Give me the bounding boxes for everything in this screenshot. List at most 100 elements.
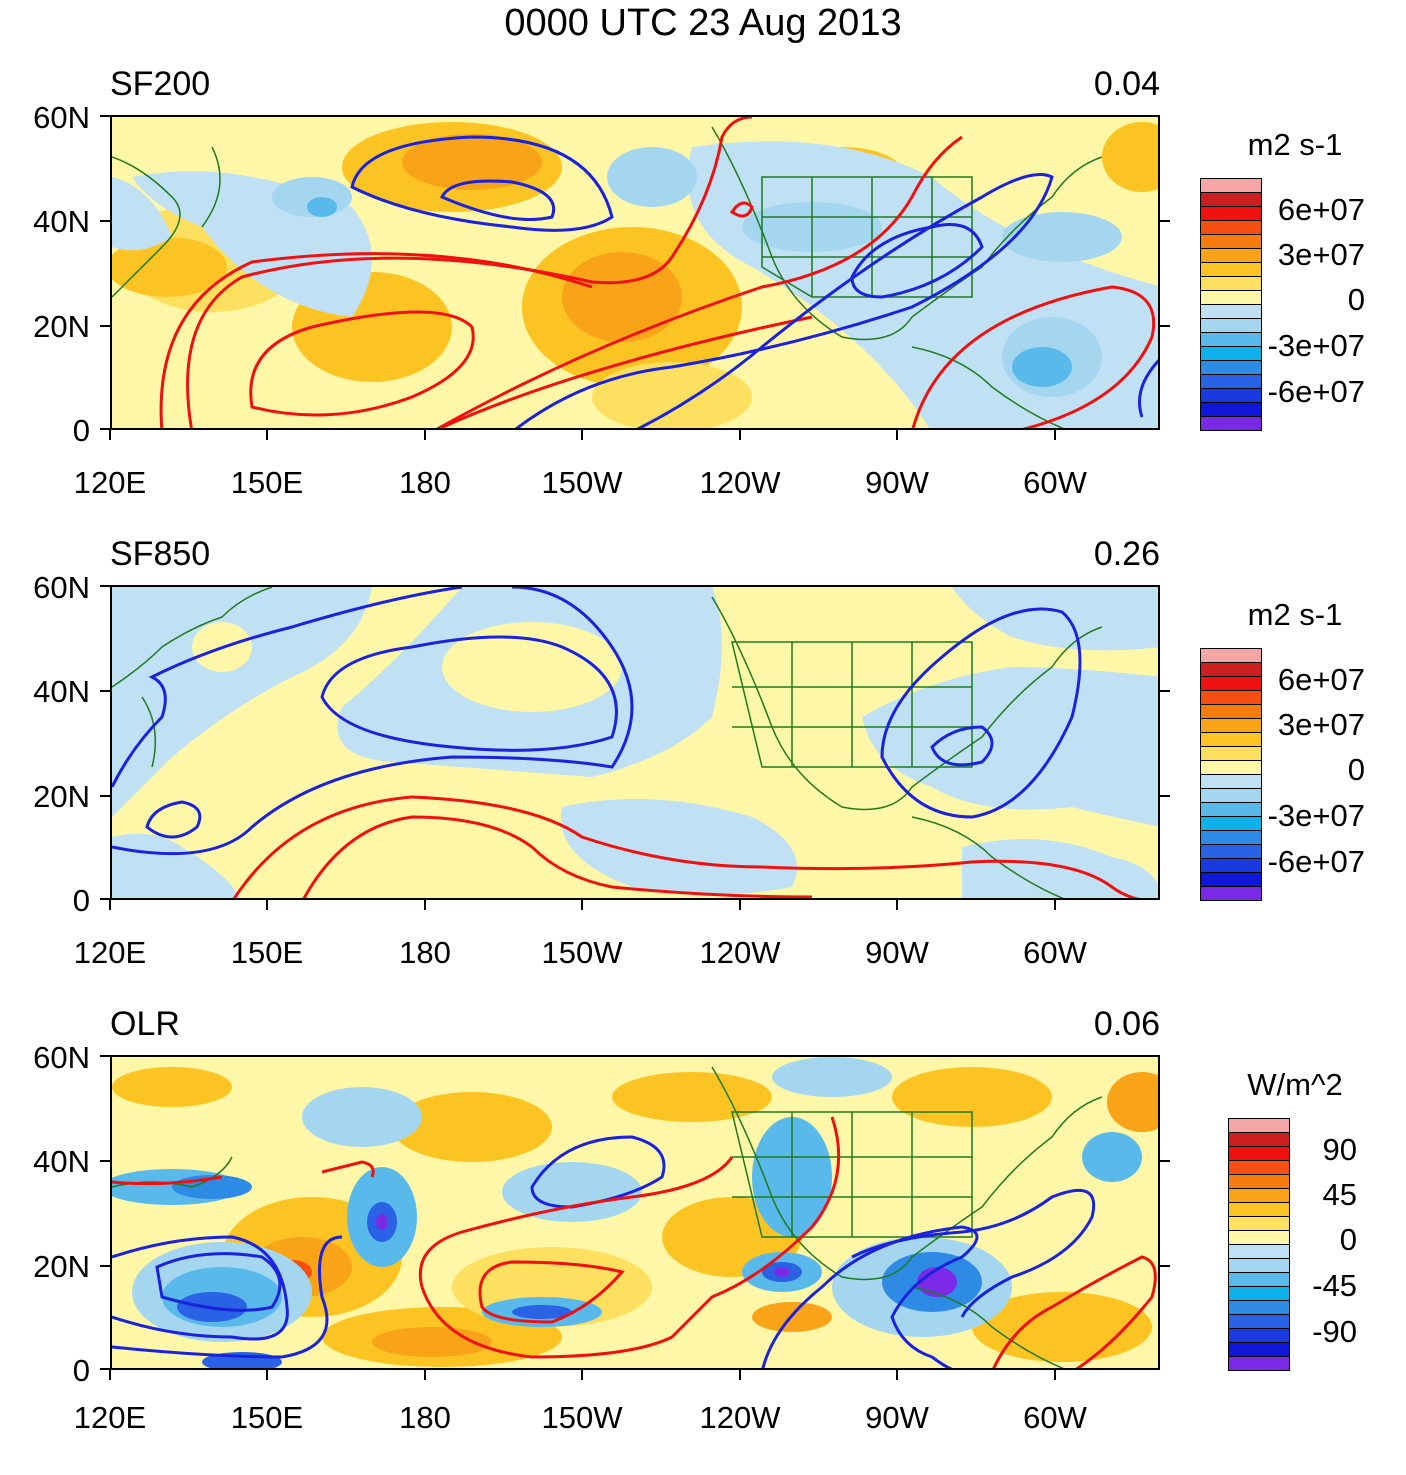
lat-label-0: 0 <box>72 413 90 448</box>
legend-unit: W/m^2 <box>1247 1067 1343 1102</box>
panel-sf850: SF850 0.26 <box>0 535 1406 1005</box>
x-tick <box>896 900 898 910</box>
lat-label-40n: 40N <box>33 204 90 239</box>
panel-value: 0.26 <box>1093 535 1160 573</box>
lon-label-180: 180 <box>399 1400 451 1435</box>
lon-label-60w: 60W <box>1023 1400 1087 1435</box>
lon-label-180: 180 <box>399 465 451 500</box>
figure-title: 0000 UTC 23 Aug 2013 <box>504 2 902 44</box>
y-tick <box>100 795 110 797</box>
y-tick-right <box>1160 795 1170 797</box>
y-tick-right <box>1160 325 1170 327</box>
lat-label-20n: 20N <box>33 779 90 814</box>
legend-label: 6e+07 <box>1277 192 1365 227</box>
legend-unit: m2 s-1 <box>1247 597 1343 632</box>
lon-label-150w: 150W <box>541 935 623 970</box>
legend-label: 0 <box>1347 282 1365 317</box>
legend-swatch <box>1200 416 1262 431</box>
legend-label: -45 <box>1312 1268 1357 1303</box>
panel-label: SF200 <box>110 65 211 103</box>
y-tick <box>100 898 110 900</box>
lon-label-120e: 120E <box>73 935 147 970</box>
panel-olr: OLR 0.06 <box>0 1005 1406 1475</box>
x-tick <box>896 1370 898 1380</box>
legend-label: 45 <box>1322 1177 1357 1212</box>
y-tick <box>100 115 110 117</box>
legend-label: -6e+07 <box>1267 844 1365 879</box>
x-tick <box>424 900 426 910</box>
lat-label-0: 0 <box>72 1353 90 1388</box>
legend-unit: m2 s-1 <box>1247 127 1343 162</box>
panel-value: 0.04 <box>1093 65 1160 103</box>
map-area[interactable] <box>110 115 1160 430</box>
y-tick <box>100 428 110 430</box>
x-tick <box>266 900 268 910</box>
x-tick <box>581 900 583 910</box>
lat-label-20n: 20N <box>33 1249 90 1284</box>
y-tick <box>100 1368 110 1370</box>
lon-label-120w: 120W <box>699 465 781 500</box>
lat-label-40n: 40N <box>33 674 90 709</box>
x-tick <box>1054 900 1056 910</box>
lon-label-60w: 60W <box>1023 935 1087 970</box>
legend-label: 6e+07 <box>1277 662 1365 697</box>
x-tick <box>266 430 268 440</box>
legend-swatch <box>1200 886 1262 901</box>
x-tick <box>896 430 898 440</box>
x-tick <box>739 430 741 440</box>
x-tick <box>424 1370 426 1380</box>
lat-label-60n: 60N <box>33 100 90 135</box>
x-tick <box>739 1370 741 1380</box>
x-tick <box>1054 430 1056 440</box>
legend-label: 0 <box>1347 752 1365 787</box>
legend-label: 90 <box>1322 1132 1357 1167</box>
x-tick <box>739 900 741 910</box>
y-tick-right <box>1160 1160 1170 1162</box>
y-tick <box>100 1265 110 1267</box>
legend-label: 0 <box>1339 1222 1357 1257</box>
map-area[interactable] <box>110 1055 1160 1370</box>
lon-label-150e: 150E <box>230 465 304 500</box>
legend-label: -3e+07 <box>1267 328 1365 363</box>
y-tick <box>100 1160 110 1162</box>
lon-label-120e: 120E <box>73 465 147 500</box>
lat-label-20n: 20N <box>33 309 90 344</box>
lat-label-0: 0 <box>72 883 90 918</box>
map-field <box>112 587 1158 898</box>
y-tick <box>100 325 110 327</box>
map-field <box>112 117 1158 428</box>
lon-label-150w: 150W <box>541 1400 623 1435</box>
y-tick-right <box>1160 1265 1170 1267</box>
y-tick <box>100 1055 110 1057</box>
x-tick <box>109 900 111 910</box>
lat-label-60n: 60N <box>33 1040 90 1075</box>
lon-label-90w: 90W <box>865 465 929 500</box>
x-tick <box>581 430 583 440</box>
legend-label: 3e+07 <box>1277 237 1365 272</box>
x-tick <box>1054 1370 1056 1380</box>
legend-label: -90 <box>1312 1314 1357 1349</box>
legend-label: 3e+07 <box>1277 707 1365 742</box>
panel-sf200: SF200 0.04 <box>0 65 1406 535</box>
lat-label-60n: 60N <box>33 570 90 605</box>
x-tick <box>109 430 111 440</box>
legend-swatch <box>1200 178 1262 193</box>
x-tick <box>424 430 426 440</box>
legend-swatch <box>1228 1118 1290 1133</box>
y-tick <box>100 585 110 587</box>
map-field <box>112 1057 1158 1368</box>
y-tick-right <box>1160 220 1170 222</box>
lon-label-120w: 120W <box>699 935 781 970</box>
panel-value: 0.06 <box>1093 1005 1160 1043</box>
x-tick <box>581 1370 583 1380</box>
legend-swatch <box>1200 648 1262 663</box>
y-tick <box>100 690 110 692</box>
lon-label-120w: 120W <box>699 1400 781 1435</box>
map-area[interactable] <box>110 585 1160 900</box>
legend-swatch <box>1228 1356 1290 1371</box>
lon-label-60w: 60W <box>1023 465 1087 500</box>
lon-label-90w: 90W <box>865 935 929 970</box>
lon-label-120e: 120E <box>73 1400 147 1435</box>
x-tick <box>109 1370 111 1380</box>
x-tick <box>266 1370 268 1380</box>
